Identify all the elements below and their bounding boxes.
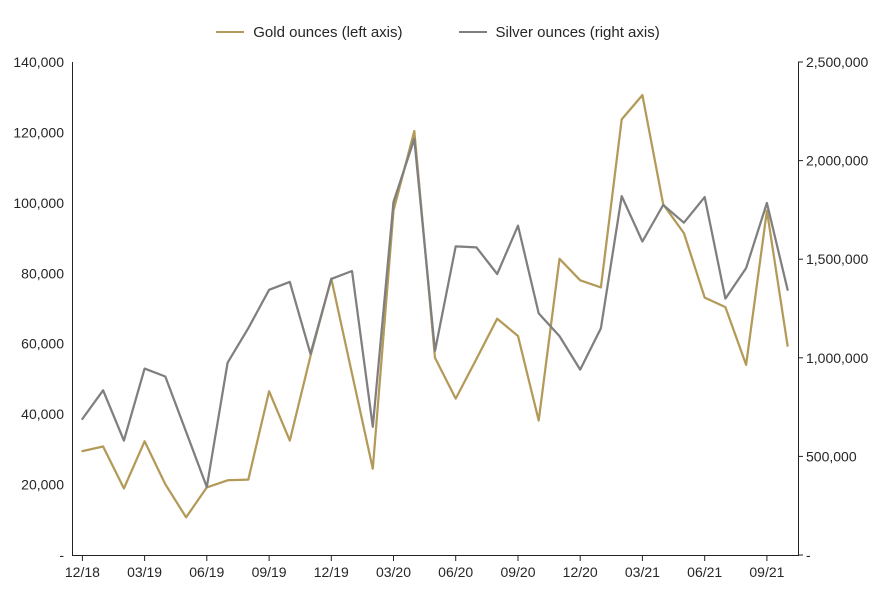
x-axis-label: 09/21 [749, 564, 784, 580]
x-axis-label: 06/20 [438, 564, 473, 580]
gold-series-line [81, 93, 789, 519]
x-axis-label: 12/18 [65, 564, 100, 580]
silver-series-line [81, 137, 789, 489]
y-axis-left-label: 80,000 [21, 265, 64, 281]
y-axis-right-label: 1,500,000 [806, 251, 868, 267]
x-axis-label: 06/19 [189, 564, 224, 580]
y-axis-left-label: 140,000 [13, 54, 64, 70]
x-axis-label: 03/20 [376, 564, 411, 580]
y-axis-right-label: - [806, 547, 811, 563]
y-axis-left-label: 60,000 [21, 336, 64, 352]
y-axis-right-label: 2,000,000 [806, 153, 868, 169]
legend-label-silver: Silver ounces (right axis) [495, 23, 660, 41]
x-axis-label: 09/19 [252, 564, 287, 580]
x-axis-label: 03/21 [625, 564, 660, 580]
y-axis-left-label: - [59, 547, 64, 563]
y-axis-left-label: 40,000 [21, 406, 64, 422]
x-axis-label: 03/19 [127, 564, 162, 580]
gold-line-swatch [216, 31, 245, 33]
y-axis-left-label: 100,000 [13, 195, 64, 211]
x-axis-label: 06/21 [687, 564, 722, 580]
chart-legend: Gold ounces (left axis) Silver ounces (r… [0, 22, 876, 42]
legend-item-silver: Silver ounces (right axis) [458, 23, 660, 41]
y-axis-left-label: 20,000 [21, 477, 64, 493]
silver-line-swatch [458, 31, 487, 33]
x-axis-label: 09/20 [500, 564, 535, 580]
y-axis-right-label: 1,000,000 [806, 350, 868, 366]
y-axis-right-label: 2,500,000 [806, 54, 868, 70]
x-axis-label: 12/20 [563, 564, 598, 580]
legend-item-gold: Gold ounces (left axis) [216, 23, 403, 41]
legend-label-gold: Gold ounces (left axis) [253, 23, 403, 41]
y-axis-right-label: 500,000 [806, 448, 857, 464]
x-axis-label: 12/19 [314, 564, 349, 580]
y-axis-left-label: 120,000 [13, 124, 64, 140]
